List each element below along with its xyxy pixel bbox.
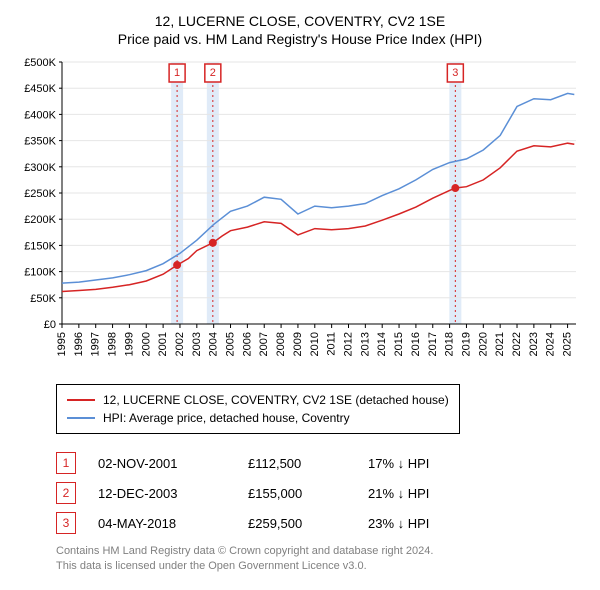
legend-item: HPI: Average price, detached house, Cove… (67, 409, 449, 427)
svg-text:£350K: £350K (24, 136, 56, 148)
svg-text:2022: 2022 (511, 332, 523, 356)
svg-text:2: 2 (210, 67, 216, 79)
svg-text:2016: 2016 (410, 332, 422, 356)
price-chart: £0 £50K £100K £150K £200K £250K £300K £350K £400… (16, 54, 584, 374)
svg-text:£250K: £250K (24, 188, 56, 200)
legend: 12, LUCERNE CLOSE, COVENTRY, CV2 1SE (de… (56, 384, 460, 434)
svg-text:2007: 2007 (258, 332, 270, 356)
transaction-price: £112,500 (248, 456, 368, 471)
transaction-date: 02-NOV-2001 (98, 456, 248, 471)
svg-text:2025: 2025 (562, 332, 574, 356)
legend-label: 12, LUCERNE CLOSE, COVENTRY, CV2 1SE (de… (103, 391, 449, 409)
svg-text:2004: 2004 (208, 332, 220, 356)
transaction-hpi: 21% ↓ HPI (368, 486, 488, 501)
transaction-date: 12-DEC-2003 (98, 486, 248, 501)
svg-text:2024: 2024 (545, 332, 557, 356)
svg-text:£50K: £50K (30, 293, 56, 305)
transaction-date: 04-MAY-2018 (98, 516, 248, 531)
transaction-row: 1 02-NOV-2001£112,50017% ↓ HPI (56, 448, 584, 478)
svg-text:£400K: £400K (24, 110, 56, 122)
transaction-price: £259,500 (248, 516, 368, 531)
svg-text:2012: 2012 (342, 332, 354, 356)
legend-item: 12, LUCERNE CLOSE, COVENTRY, CV2 1SE (de… (67, 391, 449, 409)
transaction-row: 2 12-DEC-2003£155,00021% ↓ HPI (56, 478, 584, 508)
svg-text:£200K: £200K (24, 215, 56, 227)
svg-text:2014: 2014 (376, 332, 388, 356)
footer-line2: This data is licensed under the Open Gov… (56, 559, 584, 574)
svg-text:2000: 2000 (140, 332, 152, 356)
svg-text:2020: 2020 (477, 332, 489, 356)
svg-text:1: 1 (174, 67, 180, 79)
transaction-marker: 1 (56, 452, 76, 474)
svg-text:1999: 1999 (123, 332, 135, 356)
svg-text:2021: 2021 (494, 332, 506, 356)
svg-text:2010: 2010 (309, 332, 321, 356)
svg-text:3: 3 (452, 67, 458, 79)
title-subtitle: Price paid vs. HM Land Registry's House … (16, 30, 584, 48)
svg-text:£100K: £100K (24, 267, 56, 279)
svg-text:2023: 2023 (528, 332, 540, 356)
svg-text:1998: 1998 (107, 332, 119, 356)
svg-text:£500K: £500K (24, 57, 56, 69)
chart-title: 12, LUCERNE CLOSE, COVENTRY, CV2 1SE Pri… (16, 12, 584, 48)
svg-text:£450K: £450K (24, 84, 56, 96)
svg-text:2011: 2011 (326, 332, 338, 356)
transaction-price: £155,000 (248, 486, 368, 501)
svg-text:2003: 2003 (191, 332, 203, 356)
svg-text:1996: 1996 (73, 332, 85, 356)
svg-text:£150K: £150K (24, 241, 56, 253)
svg-text:2015: 2015 (393, 332, 405, 356)
svg-text:2017: 2017 (427, 332, 439, 356)
svg-text:2018: 2018 (444, 332, 456, 356)
svg-text:2006: 2006 (241, 332, 253, 356)
legend-swatch (67, 399, 95, 401)
svg-text:2013: 2013 (359, 332, 371, 356)
svg-text:£300K: £300K (24, 162, 56, 174)
transaction-hpi: 17% ↓ HPI (368, 456, 488, 471)
chart-svg: £0 £50K £100K £150K £200K £250K £300K £350K £400… (16, 54, 584, 374)
svg-text:1997: 1997 (90, 332, 102, 356)
legend-label: HPI: Average price, detached house, Cove… (103, 409, 350, 427)
svg-text:1995: 1995 (56, 332, 68, 356)
legend-swatch (67, 417, 95, 419)
svg-text:2005: 2005 (225, 332, 237, 356)
transaction-hpi: 23% ↓ HPI (368, 516, 488, 531)
footer-line1: Contains HM Land Registry data © Crown c… (56, 544, 584, 559)
footer-note: Contains HM Land Registry data © Crown c… (56, 544, 584, 574)
transaction-marker: 3 (56, 512, 76, 534)
transactions-table: 1 02-NOV-2001£112,50017% ↓ HPI 2 12-DEC-200… (56, 448, 584, 538)
svg-text:2019: 2019 (460, 332, 472, 356)
title-address: 12, LUCERNE CLOSE, COVENTRY, CV2 1SE (16, 12, 584, 30)
svg-text:2009: 2009 (292, 332, 304, 356)
svg-text:£0: £0 (44, 319, 56, 331)
svg-text:2001: 2001 (157, 332, 169, 356)
transaction-row: 3 04-MAY-2018£259,50023% ↓ HPI (56, 508, 584, 538)
svg-text:2002: 2002 (174, 332, 186, 356)
svg-text:2008: 2008 (275, 332, 287, 356)
transaction-marker: 2 (56, 482, 76, 504)
